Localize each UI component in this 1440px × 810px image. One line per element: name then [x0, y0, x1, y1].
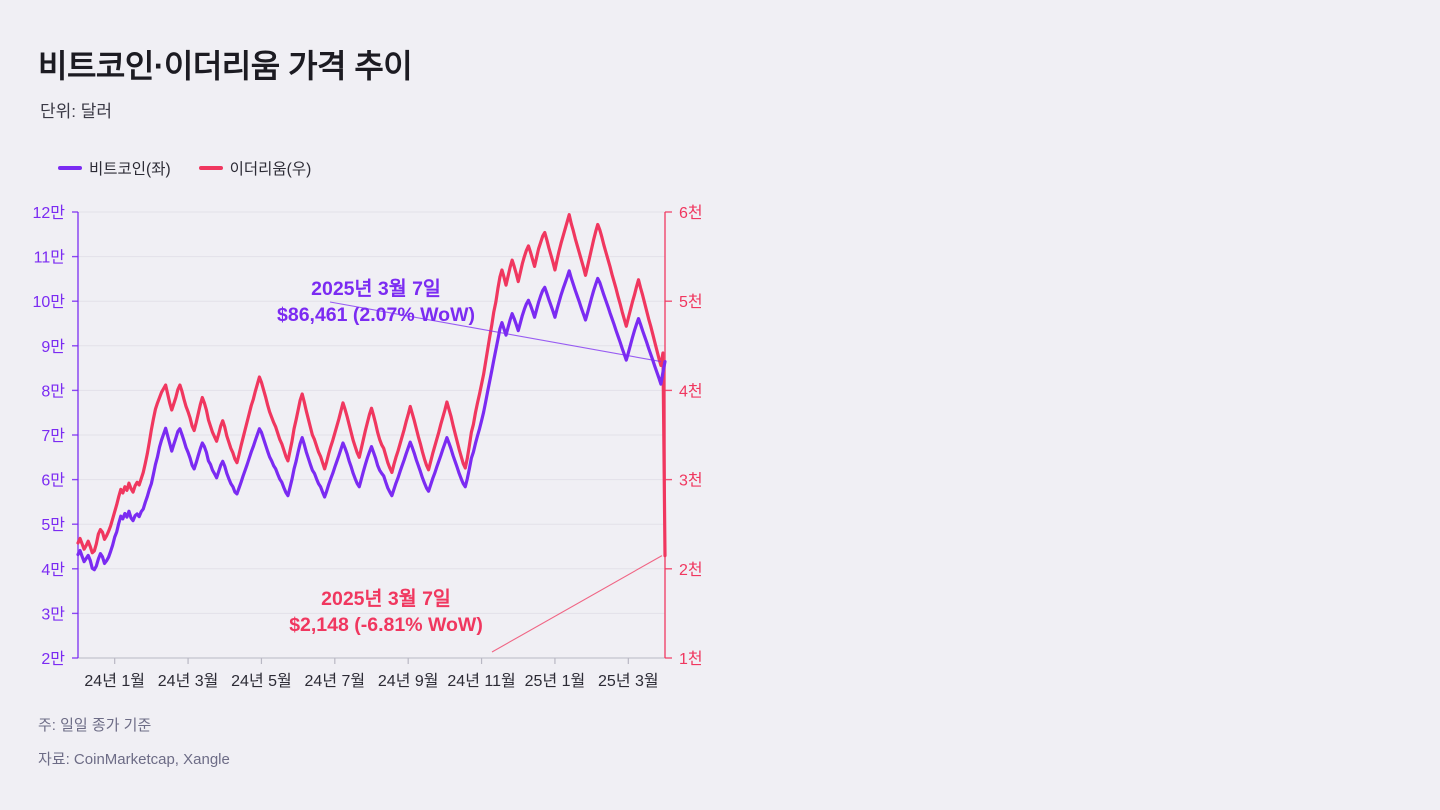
y-axis-left-tick: 3만 [41, 605, 65, 623]
y-axis-left-tick: 2만 [41, 650, 65, 668]
y-axis-right-tick: 3천 [679, 472, 703, 490]
x-axis-tick: 24년 11월 [447, 672, 515, 690]
legend-label-eth: 이더리움(우) [229, 161, 312, 178]
ranking-panel: 주간 가격 상승률 순위 시가총액 상위 50위 기준 순위 자산명 토큰명 가… [720, 0, 1440, 810]
x-axis-tick: 24년 3월 [158, 672, 219, 690]
y-axis-left-tick: 9만 [41, 338, 65, 356]
y-axis-left-tick: 6만 [41, 472, 65, 490]
x-axis-tick: 24년 7월 [305, 672, 366, 690]
legend-swatch-eth [198, 166, 223, 170]
y-axis-right-tick: 1천 [679, 650, 703, 668]
y-axis-left-tick: 8만 [41, 382, 65, 400]
chart-source: 자료: CoinMarketcap, Xangle [38, 751, 230, 768]
x-axis-tick: 24년 1월 [84, 672, 145, 690]
leader-line-bitcoin [329, 301, 662, 363]
annotation-ethereum-date: 2025년 3월 7일 [321, 588, 451, 610]
legend-swatch-btc [58, 166, 82, 170]
y-axis-right-tick: 5천 [679, 293, 703, 311]
y-axis-right-tick: 6천 [679, 204, 703, 222]
x-axis-tick: 25년 3월 [598, 672, 659, 690]
y-axis-left-tick: 10만 [32, 293, 65, 311]
series-line-bitcoin [76, 269, 667, 572]
chart-legend: 비트코인(좌) 이더리움(우) [58, 157, 311, 179]
chart-svg: 2만 3만 4만 5만 6만 7만 8만 9만 10만 11만 12만 1천 2천 3천 4천 5천 6천 24년… [32, 204, 703, 690]
y-axis-left-tick: 7만 [41, 427, 65, 445]
y-axis-right-tick: 4천 [679, 382, 703, 400]
price-line-chart: 2만 3만 4만 5만 6만 7만 8만 9만 10만 11만 12만 1천 2천 3천 4천 5천 6천 24년… [0, 200, 720, 700]
annotation-ethereum: 2025년 3월 7일 $2,148 (-6.81% WoW) [216, 586, 556, 639]
y-axis-left-tick: 4만 [41, 561, 65, 579]
legend-item-eth: 이더리움(우) [198, 157, 312, 179]
x-axis-tick: 24년 5월 [231, 672, 292, 690]
price-chart-panel: 비트코인·이더리움 가격 추이 단위: 달러 비트코인(좌) 이더리움(우) 2… [0, 48, 720, 768]
chart-note: 주: 일일 종가 기준 [38, 717, 152, 734]
legend-item-btc: 비트코인(좌) [58, 157, 171, 179]
annotation-ethereum-value: $2,148 (-6.81% WoW) [289, 614, 483, 637]
y-axis-left-tick: 12만 [32, 204, 65, 222]
chart-unit-label: 단위: 달러 [40, 102, 113, 121]
annotation-bitcoin: 2025년 3월 7일 $86,461 (2.07% WoW) [206, 276, 546, 329]
leader-line-ethereum [491, 555, 663, 653]
x-axis-tick: 25년 1월 [525, 672, 586, 690]
x-axis-tick: 24년 9월 [378, 672, 439, 690]
legend-label-btc: 비트코인(좌) [89, 161, 171, 178]
annotation-bitcoin-value: $86,461 (2.07% WoW) [277, 304, 475, 327]
series-line-ethereum [76, 213, 667, 558]
y-axis-left-tick: 5만 [41, 516, 65, 534]
y-axis-left-tick: 11만 [34, 249, 66, 267]
annotation-bitcoin-date: 2025년 3월 7일 [311, 278, 441, 300]
page-title: 비트코인·이더리움 가격 추이 [38, 48, 413, 84]
y-axis-right-tick: 2천 [679, 561, 703, 579]
